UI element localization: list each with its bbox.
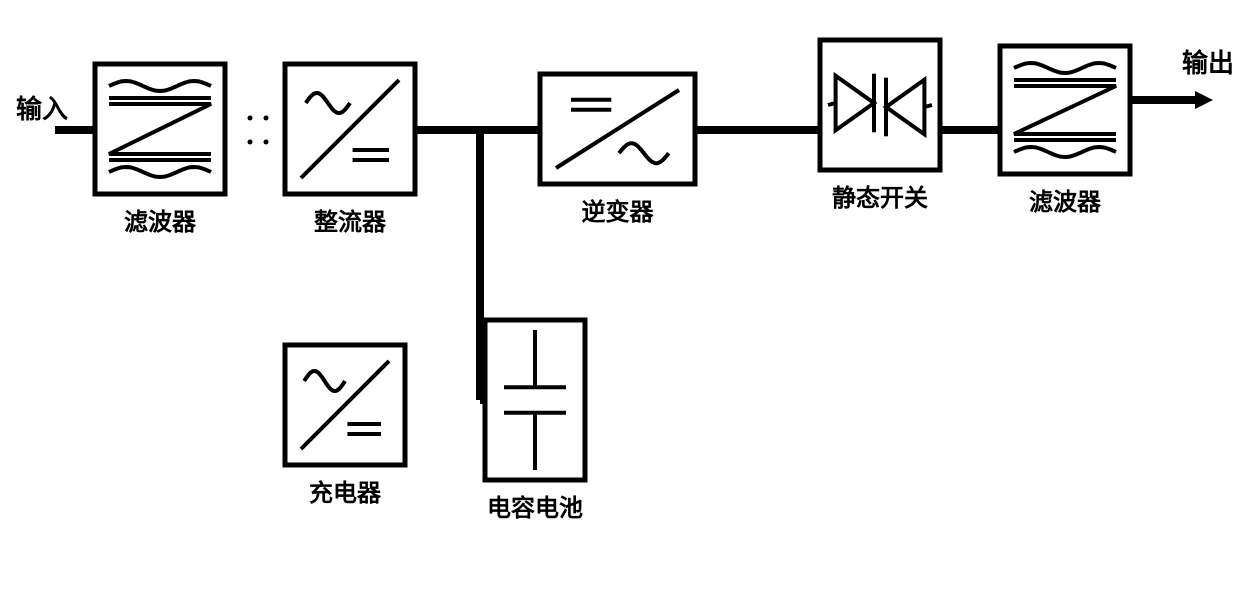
block-diagram: 滤波器整流器逆变器静态开关滤波器充电器电容电池输入输出 [0,0,1240,606]
label-inverter: 逆变器 [582,198,655,226]
label-rectifier: 整流器 [314,209,387,236]
block-inverter [540,74,695,184]
label-input: 输入 [16,94,68,124]
label-charger: 充电器 [309,479,382,507]
label-output: 输出 [1182,48,1234,78]
block-static_switch [820,40,940,170]
block-rectifier [285,64,415,194]
block-capacitor [485,320,585,480]
block-charger [285,345,405,465]
block-filter_out [1000,46,1130,174]
block-filter_in [95,64,225,194]
label-filter_in: 滤波器 [124,209,197,236]
label-capacitor: 电容电池 [487,494,583,522]
label-filter_out: 滤波器 [1029,189,1102,216]
label-static_switch: 静态开关 [832,184,928,212]
